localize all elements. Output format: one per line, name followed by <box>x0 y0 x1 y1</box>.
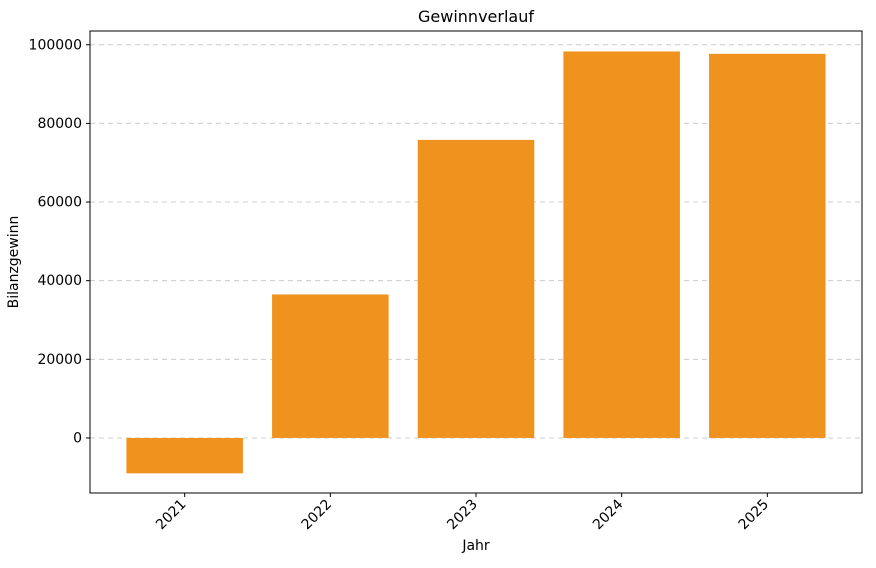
x-tick-label: 2023 <box>444 497 481 534</box>
bar-2022 <box>272 294 389 438</box>
x-axis-label: Jahr <box>461 538 490 554</box>
chart-title: Gewinnverlauf <box>418 7 534 26</box>
bar-2024 <box>563 51 680 438</box>
bar-2021 <box>126 437 243 474</box>
x-tick-label: 2024 <box>590 496 627 533</box>
y-tick-label: 100000 <box>29 37 82 53</box>
y-tick-label: 0 <box>73 430 82 446</box>
y-tick-label: 80000 <box>37 116 82 132</box>
x-tick-label: 2022 <box>299 497 336 534</box>
y-tick-label: 60000 <box>37 195 82 211</box>
bars <box>126 51 826 474</box>
y-axis-label: Bilanzgewinn <box>6 216 22 309</box>
bar-2025 <box>709 53 826 438</box>
x-tick-label: 2021 <box>153 497 190 534</box>
y-tick-label: 20000 <box>37 352 82 368</box>
x-tick-label: 2025 <box>736 497 773 534</box>
y-tick-label: 40000 <box>37 273 82 289</box>
bar-2023 <box>417 139 535 438</box>
